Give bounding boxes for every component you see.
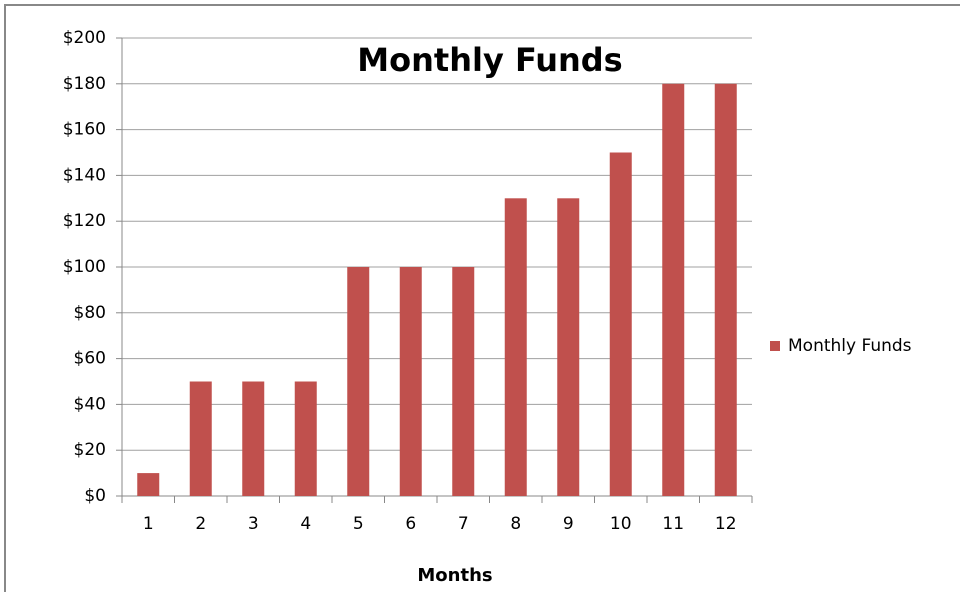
- y-tick-label: $120: [63, 211, 106, 231]
- x-tick-label: 7: [458, 514, 469, 534]
- bar: [557, 198, 580, 497]
- y-tick-label: $140: [63, 165, 106, 185]
- y-tick-label: $200: [63, 28, 106, 48]
- y-tick-label: $100: [63, 257, 106, 277]
- y-tick-label: $80: [74, 303, 106, 323]
- x-tick-label: 4: [300, 514, 311, 534]
- y-tick-label: $160: [63, 120, 106, 140]
- y-tick-label: $40: [74, 394, 106, 414]
- y-tick-label: $60: [74, 349, 106, 369]
- bar: [452, 267, 475, 496]
- x-tick-label: 9: [563, 514, 574, 534]
- x-tick-label: 3: [248, 514, 259, 534]
- bar: [399, 267, 422, 496]
- bar: [662, 83, 685, 497]
- bar: [504, 198, 527, 497]
- x-tick-label: 6: [405, 514, 416, 534]
- x-tick-label: 1: [143, 514, 154, 534]
- x-tick-label: 2: [195, 514, 206, 534]
- y-tick-label: $180: [63, 74, 106, 94]
- x-tick-label: 11: [662, 514, 684, 534]
- x-tick-label: 12: [715, 514, 737, 534]
- bar: [189, 381, 212, 496]
- y-tick-label: $0: [84, 486, 106, 506]
- legend-label: Monthly Funds: [788, 336, 912, 356]
- bar: [294, 381, 317, 496]
- chart-title: Monthly Funds: [357, 41, 622, 79]
- bar: [609, 152, 632, 496]
- y-tick-label: $20: [74, 440, 106, 460]
- bar: [347, 267, 370, 496]
- legend-swatch: [770, 341, 780, 351]
- x-tick-label: 10: [610, 514, 632, 534]
- bar: [137, 473, 160, 496]
- x-tick-label: 5: [353, 514, 364, 534]
- chart-frame: [4, 4, 960, 592]
- x-tick-label: 8: [510, 514, 521, 534]
- bar: [242, 381, 265, 496]
- bar: [714, 83, 737, 497]
- x-axis-label: Months: [417, 565, 492, 586]
